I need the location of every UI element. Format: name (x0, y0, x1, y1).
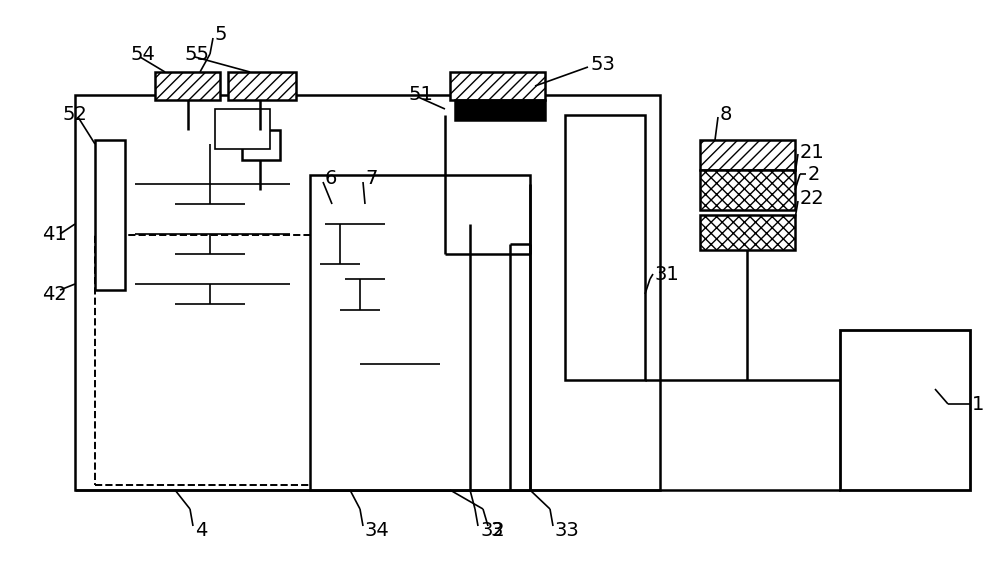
Text: 7: 7 (365, 170, 377, 188)
Bar (95, 235, 320, 485)
Bar (565, 115, 645, 380)
Text: 33: 33 (555, 521, 580, 540)
Bar (155, 72, 220, 100)
Text: 52: 52 (62, 104, 87, 124)
Text: 53: 53 (590, 55, 615, 73)
Bar (310, 175, 530, 490)
Text: 31: 31 (655, 265, 680, 284)
Text: 21: 21 (800, 143, 825, 161)
Bar (700, 170, 795, 210)
Text: 34: 34 (365, 521, 390, 540)
Text: 5: 5 (215, 24, 228, 43)
Bar (95, 140, 125, 290)
Bar (242, 130, 280, 160)
Text: 42: 42 (42, 284, 67, 303)
Bar (75, 95, 660, 490)
Bar (700, 215, 795, 250)
Text: 22: 22 (800, 190, 825, 209)
Bar (455, 100, 545, 120)
Bar (215, 109, 270, 149)
Text: 51: 51 (408, 85, 433, 104)
Bar (840, 330, 970, 490)
Text: 2: 2 (808, 165, 820, 183)
Text: 8: 8 (720, 104, 732, 124)
Bar (228, 72, 296, 100)
Text: 32: 32 (480, 521, 505, 540)
Text: 6: 6 (325, 170, 337, 188)
Text: 4: 4 (195, 521, 207, 540)
Text: 54: 54 (130, 45, 155, 64)
Text: 3: 3 (490, 521, 502, 540)
Bar (450, 72, 545, 100)
Bar (700, 140, 795, 170)
Text: 1: 1 (972, 394, 984, 413)
Text: 41: 41 (42, 224, 67, 244)
Text: 55: 55 (185, 45, 210, 64)
